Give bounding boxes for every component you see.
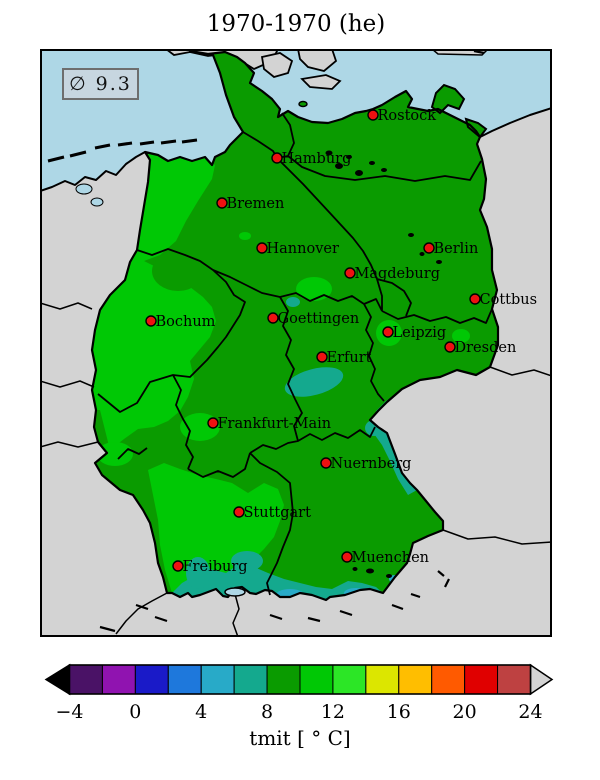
foreign-borders bbox=[40, 302, 552, 637]
germany-border bbox=[90, 49, 500, 602]
colorbar-segment bbox=[69, 664, 103, 695]
denmark-island-lolland bbox=[300, 74, 342, 90]
colorbar-under-arrow bbox=[44, 663, 71, 696]
city-label-erfurt: Erfurt bbox=[327, 350, 372, 366]
city-marker-dresden bbox=[444, 341, 456, 353]
colorbar-segments bbox=[69, 664, 532, 695]
city-label-bochum: Bochum bbox=[156, 314, 216, 330]
colorbar-tick-label: 24 bbox=[518, 701, 543, 723]
city-label-nuernberg: Nuernberg bbox=[331, 456, 412, 472]
colorbar-segment bbox=[200, 664, 235, 695]
colorbar-segment bbox=[398, 664, 433, 695]
alpine-marks bbox=[99, 49, 485, 633]
colorbar-tick-label: 12 bbox=[320, 701, 346, 723]
mean-value: ∅ 9.3 bbox=[69, 73, 132, 95]
colorbar-segment bbox=[266, 664, 301, 695]
city-label-leipzig: Leipzig bbox=[393, 325, 447, 341]
frisian-islands bbox=[47, 138, 198, 163]
colorbar-segment bbox=[134, 664, 169, 695]
colorbar-segment bbox=[431, 664, 466, 695]
colorbar-tick-label: 16 bbox=[386, 701, 411, 723]
colorbar-segment bbox=[497, 664, 532, 695]
colorbar-segment bbox=[365, 664, 400, 695]
denmark-island-zealand bbox=[297, 49, 338, 72]
city-marker-cottbus bbox=[469, 293, 481, 305]
colorbar-segment bbox=[332, 664, 367, 695]
foreign-lakes bbox=[75, 183, 104, 207]
page-title: 1970-1970 (he) bbox=[206, 11, 386, 37]
colorbar-segment bbox=[233, 664, 268, 695]
city-label-hannover: Hannover bbox=[267, 241, 339, 257]
colorbar-tick-label: 4 bbox=[195, 701, 208, 723]
colorbar-outline bbox=[68, 664, 532, 695]
city-label-cottbus: Cottbus bbox=[480, 292, 538, 308]
city-label-bremen: Bremen bbox=[227, 196, 285, 212]
band-8-10-inner-patches bbox=[152, 251, 204, 291]
denmark-island-fyn bbox=[260, 52, 294, 78]
colorbar-tick-label: 20 bbox=[452, 701, 477, 723]
city-marker-hannover bbox=[256, 242, 268, 254]
city-marker-muenchen bbox=[341, 551, 353, 563]
city-marker-hamburg bbox=[271, 152, 283, 164]
mean-value-box: ∅ 9.3 bbox=[62, 68, 139, 100]
foreign-land-ring bbox=[40, 108, 552, 637]
city-label-magdeburg: Magdeburg bbox=[355, 266, 440, 282]
lake-constance bbox=[224, 587, 246, 597]
city-marker-leipzig bbox=[382, 326, 394, 338]
city-marker-nuernberg bbox=[320, 457, 332, 469]
city-marker-magdeburg bbox=[344, 267, 356, 279]
city-marker-erfurt bbox=[316, 351, 328, 363]
colorbar-segment bbox=[167, 664, 202, 695]
city-marker-goettingen bbox=[267, 312, 279, 324]
city-marker-frankfurt-main bbox=[207, 417, 219, 429]
colorbar-tick-label: 8 bbox=[261, 701, 274, 723]
city-marker-stuttgart bbox=[233, 506, 245, 518]
fehmarn-island bbox=[298, 100, 308, 108]
colorbar-over-arrow bbox=[529, 663, 554, 696]
city-marker-bochum bbox=[145, 315, 157, 327]
city-marker-freiburg bbox=[172, 560, 184, 572]
city-label-frankfurt-main: Frankfurt-Main bbox=[218, 416, 332, 432]
foreign-coastlines bbox=[40, 107, 552, 192]
city-label-goettingen: Goettingen bbox=[278, 311, 360, 327]
germany-temperature-map: Rostock Hamburg Bremen Hannover Berlin Magdeb… bbox=[40, 49, 552, 637]
colorbar-tick-label: 0 bbox=[129, 701, 142, 723]
city-label-rostock: Rostock bbox=[378, 108, 437, 124]
city-label-hamburg: Hamburg bbox=[282, 151, 352, 167]
colorbar-segment bbox=[101, 664, 136, 695]
map-frame bbox=[40, 49, 552, 637]
city-marker-bremen bbox=[216, 197, 228, 209]
city-label-muenchen: Muenchen bbox=[352, 550, 429, 566]
city-markers: Rostock Hamburg Bremen Hannover Berlin Magdeb… bbox=[145, 108, 538, 575]
city-marker-rostock bbox=[367, 109, 379, 121]
city-label-berlin: Berlin bbox=[434, 241, 479, 257]
city-label-freiburg: Freiburg bbox=[183, 559, 248, 575]
colorbar-tick-labels: −4 0 4 8 12 16 20 24 bbox=[0, 701, 600, 725]
colorbar-segment bbox=[464, 664, 499, 695]
usedom-island bbox=[464, 117, 488, 139]
lakes bbox=[325, 150, 442, 578]
colorbar bbox=[44, 663, 554, 696]
colorbar-unit-label: tmit [ ° C] bbox=[249, 726, 351, 750]
city-marker-berlin bbox=[423, 242, 435, 254]
colorbar-segment bbox=[299, 664, 334, 695]
colorbar-tick-label: −4 bbox=[55, 701, 84, 723]
city-label-stuttgart: Stuttgart bbox=[244, 505, 312, 521]
city-label-dresden: Dresden bbox=[455, 340, 517, 356]
